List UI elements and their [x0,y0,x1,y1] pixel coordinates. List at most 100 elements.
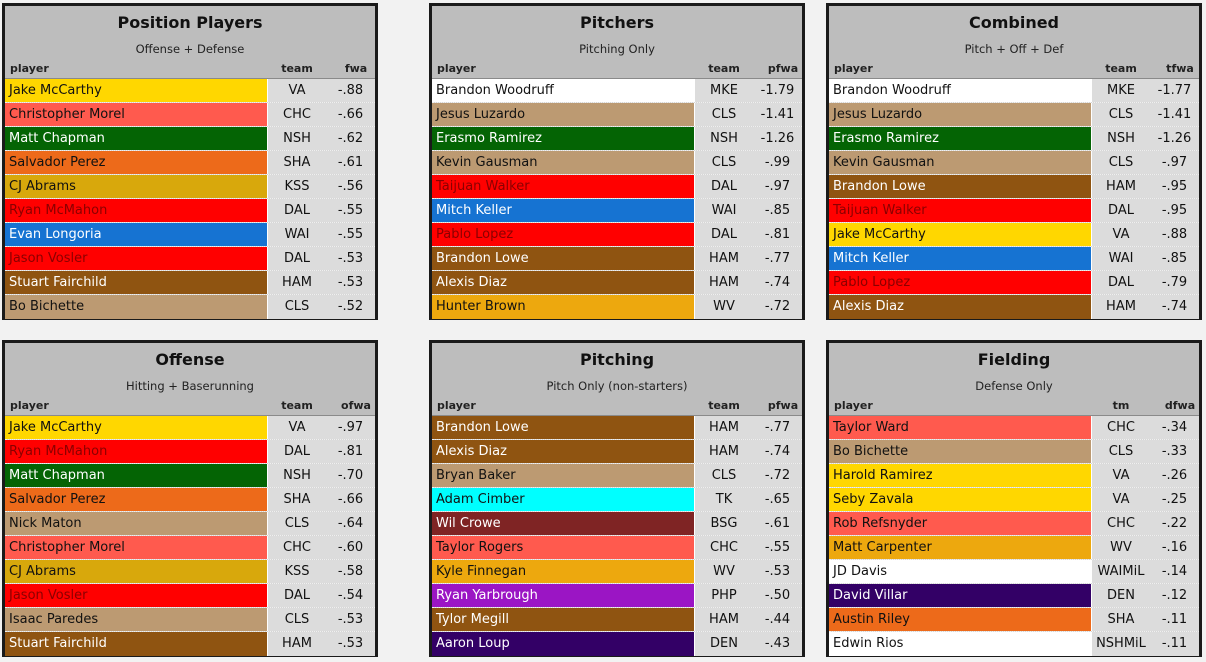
war-value: -.53 [326,247,375,270]
player-name: Taylor Ward [829,416,1092,439]
column-header-value: fwa [344,62,368,75]
table-row: Matt Carpenter WV -.16 [829,536,1199,560]
player-name: Christopher Morel [5,103,268,126]
war-value: -.22 [1150,512,1199,535]
player-name: CJ Abrams [5,175,268,198]
team-code: BSG [695,512,753,535]
player-name: Matt Carpenter [829,536,1092,559]
team-code: KSS [268,175,326,198]
team-code: CHC [695,536,753,559]
player-name: Aaron Loup [432,632,695,656]
table-row: Austin Riley SHA -.11 [829,608,1199,632]
panel-header: Offense Hitting + Baserunning player team of… [5,343,375,416]
war-value: -1.26 [753,127,802,150]
war-value: -.34 [1150,416,1199,439]
war-value: -.53 [753,560,802,583]
team-code: DAL [1092,271,1150,294]
table-row: Stuart Fairchild HAM -.53 [5,271,375,295]
panel-header: Combined Pitch + Off + Def player team tfwa [829,6,1199,79]
table-row: Harold Ramirez VA -.26 [829,464,1199,488]
column-header-value: dfwa [1164,399,1196,412]
table-row: Matt Chapman NSH -.70 [5,464,375,488]
war-value: -.55 [326,199,375,222]
player-name: Jake McCarthy [829,223,1092,246]
column-header-player: player [834,62,873,75]
column-headers: player tm dfwa [829,399,1199,415]
player-name: Harold Ramirez [829,464,1092,487]
table-row: Salvador Perez SHA -.61 [5,151,375,175]
column-header-value: ofwa [341,399,371,412]
war-value: -.81 [753,223,802,246]
war-value: -.77 [753,416,802,439]
panel-pitchers: Pitchers Pitching Only player team pfwa Brand… [429,3,805,320]
player-name: Alexis Diaz [829,295,1092,319]
player-name: Christopher Morel [5,536,268,559]
column-header-player: player [10,62,49,75]
table-row: Bo Bichette CLS -.33 [829,440,1199,464]
war-value: -.62 [326,127,375,150]
war-value: -.53 [326,271,375,294]
player-name: Rob Refsnyder [829,512,1092,535]
table-row: Brandon Lowe HAM -.77 [432,247,802,271]
team-code: SHA [1092,608,1150,631]
panel-subtitle: Pitch + Off + Def [964,42,1064,56]
team-code: HAM [1092,295,1150,319]
player-name: Erasmo Ramirez [432,127,695,150]
player-name: Salvador Perez [5,151,268,174]
table-row: Taijuan Walker DAL -.95 [829,199,1199,223]
player-name: CJ Abrams [5,560,268,583]
team-code: HAM [695,440,753,463]
column-headers: player team pfwa [432,62,802,78]
panel-combined: Combined Pitch + Off + Def player team tfwa B… [826,3,1202,320]
war-value: -.26 [1150,464,1199,487]
team-code: HAM [268,632,326,656]
panel-title: Position Players [117,13,263,32]
team-code: NSH [1092,127,1150,150]
player-name: Matt Chapman [5,127,268,150]
team-code: CLS [268,512,326,535]
team-code: CLS [268,608,326,631]
player-name: Brandon Woodruff [829,79,1092,102]
player-name: Salvador Perez [5,488,268,511]
table-row: Seby Zavala VA -.25 [829,488,1199,512]
war-value: -.97 [326,416,375,439]
war-value: -1.41 [753,103,802,126]
player-name: Kevin Gausman [432,151,695,174]
table-row: Erasmo Ramirez NSH -1.26 [829,127,1199,151]
table-row: Kevin Gausman CLS -.97 [829,151,1199,175]
table-row: Brandon Lowe HAM -.77 [432,416,802,440]
table-row: Ryan Yarbrough PHP -.50 [432,584,802,608]
table-row: Brandon Lowe HAM -.95 [829,175,1199,199]
panel-header: Fielding Defense Only player tm dfwa [829,343,1199,416]
column-headers: player team tfwa [829,62,1199,78]
war-value: -.44 [753,608,802,631]
team-code: DAL [268,247,326,270]
player-name: Kyle Finnegan [432,560,695,583]
column-header-team: team [1105,62,1137,75]
panel-title: Offense [155,350,225,369]
panel-title: Combined [968,13,1060,32]
war-value: -.61 [326,151,375,174]
table-body: Brandon Lowe HAM -.77 Alexis Diaz HAM -.74 Bry… [432,416,802,656]
player-name: Jason Vosler [5,247,268,270]
player-name: Taylor Rogers [432,536,695,559]
war-value: -1.79 [753,79,802,102]
table-row: Taijuan Walker DAL -.97 [432,175,802,199]
team-code: TK [695,488,753,511]
table-row: Jake McCarthy VA -.88 [829,223,1199,247]
war-value: -.33 [1150,440,1199,463]
player-name: Brandon Woodruff [432,79,695,102]
player-name: Isaac Paredes [5,608,268,631]
column-header-player: player [834,399,873,412]
war-value: -.43 [753,632,802,656]
war-value: -.70 [326,464,375,487]
player-name: Alexis Diaz [432,271,695,294]
team-code: KSS [268,560,326,583]
table-row: Kyle Finnegan WV -.53 [432,560,802,584]
team-code: CLS [268,295,326,319]
team-code: HAM [695,608,753,631]
player-name: Bryan Baker [432,464,695,487]
war-value: -.72 [753,464,802,487]
table-row: David Villar DEN -.12 [829,584,1199,608]
player-name: Edwin Rios [829,632,1092,656]
